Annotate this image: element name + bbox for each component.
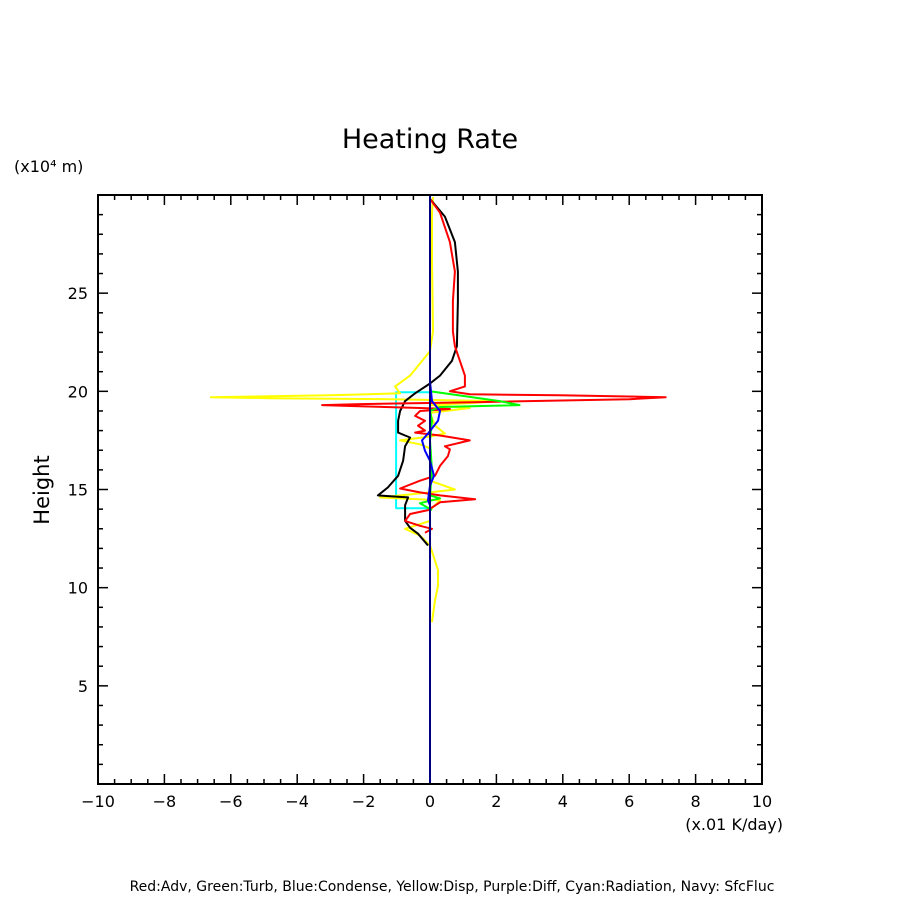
legend-text: Red:Adv, Green:Turb, Blue:Condense, Yell… bbox=[130, 879, 775, 895]
x-tick-label: −6 bbox=[219, 792, 243, 811]
y-unit-label: (x10⁴ m) bbox=[14, 157, 83, 176]
y-tick-label: 20 bbox=[68, 382, 88, 401]
x-unit-label: (x.01 K/day) bbox=[685, 815, 783, 834]
x-tick-label: 0 bbox=[425, 792, 435, 811]
x-tick-label: 4 bbox=[558, 792, 568, 811]
y-tick-label: 25 bbox=[68, 284, 88, 303]
x-tick-label: 6 bbox=[624, 792, 634, 811]
series-line-disp bbox=[209, 196, 501, 623]
x-tick-label: −4 bbox=[285, 792, 309, 811]
y-axis-label: Height bbox=[30, 455, 54, 524]
y-tick-label: 5 bbox=[78, 677, 88, 696]
series-line-radiation bbox=[395, 391, 430, 510]
y-tick-label: 10 bbox=[68, 579, 88, 598]
x-tick-label: 8 bbox=[691, 792, 701, 811]
x-tick-label: −2 bbox=[352, 792, 376, 811]
series-group bbox=[209, 195, 667, 784]
x-tick-label: 2 bbox=[491, 792, 501, 811]
x-tick-label: 10 bbox=[752, 792, 772, 811]
series-line-adv bbox=[321, 198, 667, 534]
y-tick-label: 15 bbox=[68, 481, 88, 500]
x-tick-label: −8 bbox=[153, 792, 177, 811]
chart-title: Heating Rate bbox=[342, 124, 518, 155]
series-line-total bbox=[376, 198, 459, 547]
x-tick-label: −10 bbox=[81, 792, 115, 811]
plot-frame bbox=[97, 194, 763, 785]
